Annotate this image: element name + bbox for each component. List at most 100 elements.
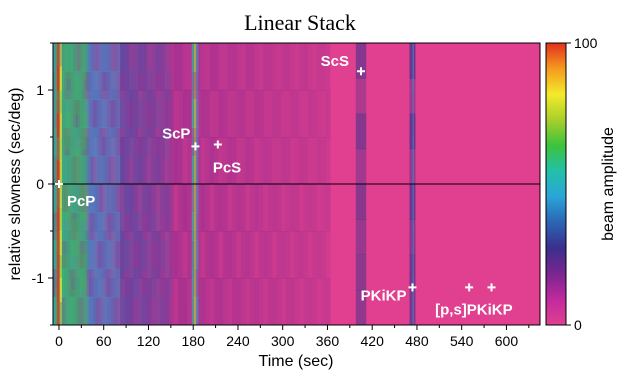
heatmap-cell [86, 268, 89, 298]
heatmap-cell [138, 212, 141, 241]
heatmap-cell [55, 296, 58, 325]
heatmap-cell [108, 99, 112, 129]
heatmap-cell [86, 99, 89, 129]
heatmap-cell [164, 231, 170, 279]
heatmap-cell [124, 43, 130, 91]
heatmap-cell [249, 184, 255, 232]
heatmap-cell [142, 43, 147, 91]
x-tick-label: 180 [182, 333, 206, 349]
chart-title: Linear Stack [244, 10, 356, 35]
heatmap-cell [61, 148, 65, 185]
heatmap-cell [106, 71, 109, 100]
heatmap-cell [160, 231, 165, 279]
heatmap-cell [59, 278, 62, 302]
heatmap-cell [129, 155, 132, 185]
heatmap-cell [140, 127, 143, 157]
heatmap-cell [93, 127, 96, 157]
heatmap-cell [209, 137, 215, 185]
heatmap-cell [133, 99, 136, 129]
heatmap-cell [102, 212, 105, 241]
heatmap-cell [196, 296, 199, 325]
heatmap-cell [64, 43, 67, 79]
heatmap-cell [231, 90, 237, 138]
heatmap-cell [169, 137, 174, 185]
heatmap-cell [77, 43, 80, 79]
heatmap-cell [77, 155, 80, 185]
heatmap-cell [317, 43, 322, 91]
heatmap-cell [129, 99, 132, 129]
heatmap-cell [155, 137, 161, 185]
heatmap-cell [146, 127, 150, 157]
heatmap-cell [117, 184, 121, 213]
heatmap-cell [135, 212, 139, 241]
heatmap-cell [104, 212, 107, 241]
heatmap-cell [209, 43, 215, 91]
x-axis-label: Time (sec) [259, 353, 334, 370]
heatmap-cell [169, 268, 172, 298]
heatmap-cell [68, 99, 71, 129]
heatmap-cell [53, 296, 56, 325]
heatmap-cell [61, 296, 65, 325]
heatmap-cell [55, 184, 58, 220]
heatmap-cell [144, 71, 147, 100]
heatmap-cell [144, 127, 147, 157]
heatmap-cell [325, 90, 331, 138]
heatmap-cell [151, 71, 154, 100]
heatmap-cell [59, 43, 62, 79]
colorbar-label: beam amplitude [600, 127, 617, 241]
heatmap-cell [299, 278, 304, 325]
heatmap-cell [115, 99, 118, 129]
heatmap-cell [66, 71, 69, 100]
heatmap-cell [84, 212, 87, 241]
heatmap-cell [131, 212, 134, 241]
heatmap-cell [117, 296, 121, 325]
heatmap-cell [164, 212, 168, 241]
heatmap-cell [66, 268, 69, 298]
heatmap-cell [178, 231, 183, 279]
heatmap-cell [240, 137, 246, 185]
colorbar: 100 0 beam amplitude [545, 35, 617, 333]
heatmap-cell [209, 184, 215, 232]
heatmap-cell [102, 296, 105, 325]
heatmap-cell [129, 296, 132, 325]
heatmap-cell [267, 184, 273, 232]
heatmap-cell [61, 155, 65, 185]
heatmap-cell [79, 184, 83, 213]
heatmap-cell [146, 231, 152, 279]
x-tick-label: 60 [96, 333, 112, 349]
heatmap-cell [191, 43, 194, 72]
x-tick-label: 300 [271, 333, 295, 349]
heatmap-cell [153, 296, 156, 325]
heatmap-cell [73, 148, 76, 185]
heatmap-cell [55, 43, 58, 72]
phase-label: PcP [67, 193, 95, 210]
heatmap-cell [55, 289, 58, 325]
heatmap-cell [117, 43, 121, 72]
heatmap-cell [68, 71, 71, 100]
heatmap-cell [155, 268, 159, 298]
heatmap-cell [111, 240, 114, 270]
heatmap-cell [294, 137, 300, 185]
heatmap-cell [290, 90, 295, 138]
heatmap-cell [73, 43, 76, 79]
heatmap-cell [88, 296, 92, 325]
heatmap-cell [151, 184, 154, 213]
heatmap-cell [193, 99, 197, 129]
heatmap-cell [61, 219, 65, 255]
heatmap-cell [97, 240, 100, 270]
heatmap-cell [73, 219, 76, 255]
heatmap-cell [138, 231, 143, 279]
heatmap-cell [317, 278, 322, 325]
heatmap-cell [303, 43, 309, 91]
heatmap-cell [312, 278, 318, 325]
x-tick-label: 600 [495, 333, 519, 349]
heatmap-cell [97, 155, 100, 185]
heatmap-cell [325, 137, 331, 185]
heatmap-cell [146, 278, 152, 325]
heatmap-cell [162, 184, 165, 213]
heatmap-cell [61, 184, 65, 213]
heatmap-cell [267, 90, 273, 138]
heatmap-cell [178, 137, 183, 185]
phase-label: ScP [162, 125, 190, 142]
heatmap-cell [120, 43, 125, 91]
